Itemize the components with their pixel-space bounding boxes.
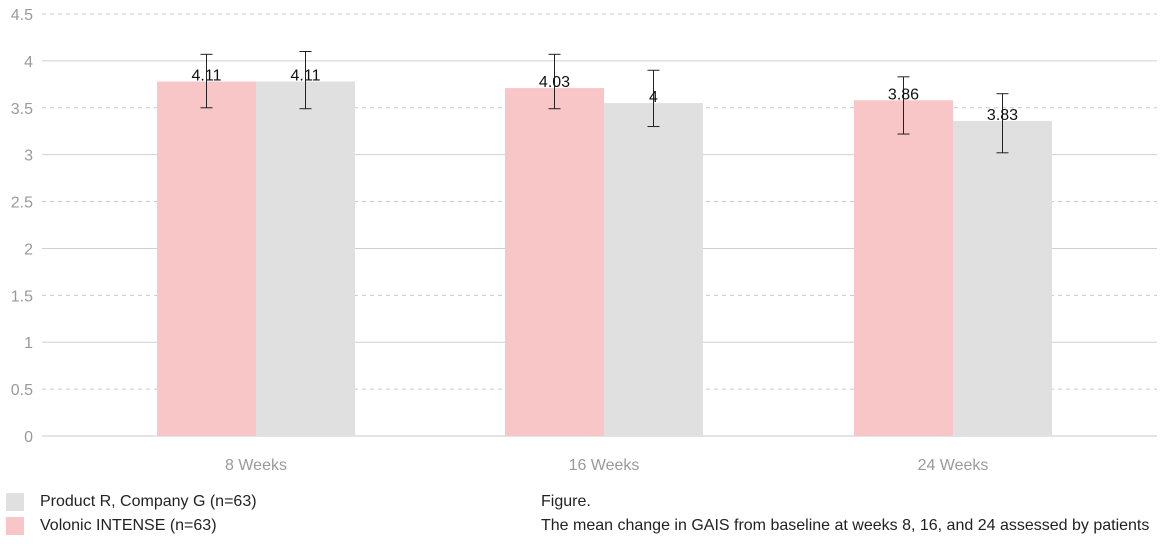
data-label: 3.83 xyxy=(987,107,1018,124)
bar xyxy=(953,120,1052,436)
y-tick-label: 4 xyxy=(24,54,33,71)
y-tick-label: 0.5 xyxy=(11,382,33,399)
bar xyxy=(256,81,355,437)
x-tick-label: 16 Weeks xyxy=(569,457,640,474)
legend-swatch-volonic xyxy=(6,517,24,535)
bar xyxy=(505,88,604,436)
y-tick-label: 4.5 xyxy=(11,7,33,24)
legend-item-volonic: Volonic INTENSE (n=63) xyxy=(6,514,257,538)
y-tick-label: 3 xyxy=(24,148,33,165)
y-tick-label: 3.5 xyxy=(11,101,33,118)
bar-chart: 0 0.5 1 1.5 2 2.5 3 3.5 4 4.5 4.11 4.03 3.86 4.11 4 3.8… xyxy=(11,7,1157,474)
legend-swatch-product-r xyxy=(6,493,24,511)
legend-label-product-r: Product R, Company G (n=63) xyxy=(40,493,257,510)
data-label: 4.11 xyxy=(291,68,321,85)
figure-caption: Figure. The mean change in GAIS from bas… xyxy=(541,490,1149,538)
data-label: 4 xyxy=(649,89,658,106)
y-tick-label: 1.5 xyxy=(11,288,33,305)
y-tick-label: 1 xyxy=(24,335,33,352)
data-label: 3.86 xyxy=(888,86,919,103)
legend: Product R, Company G (n=63) Volonic INTE… xyxy=(6,490,257,538)
bar xyxy=(604,103,703,436)
y-tick-label: 2 xyxy=(24,241,33,258)
data-label: 4.11 xyxy=(192,68,222,85)
y-tick-label: 0 xyxy=(24,429,33,446)
bar xyxy=(157,81,256,437)
x-tick-label: 8 Weeks xyxy=(225,457,287,474)
caption-title: Figure. xyxy=(541,493,591,510)
data-label: 4.03 xyxy=(539,74,570,91)
bar xyxy=(854,100,953,436)
x-tick-label: 24 Weeks xyxy=(918,457,989,474)
caption-text: The mean change in GAIS from baseline at… xyxy=(541,517,1150,534)
legend-item-product-r: Product R, Company G (n=63) xyxy=(6,490,257,514)
legend-label-volonic: Volonic INTENSE (n=63) xyxy=(40,517,217,534)
y-tick-label: 2.5 xyxy=(11,195,33,212)
